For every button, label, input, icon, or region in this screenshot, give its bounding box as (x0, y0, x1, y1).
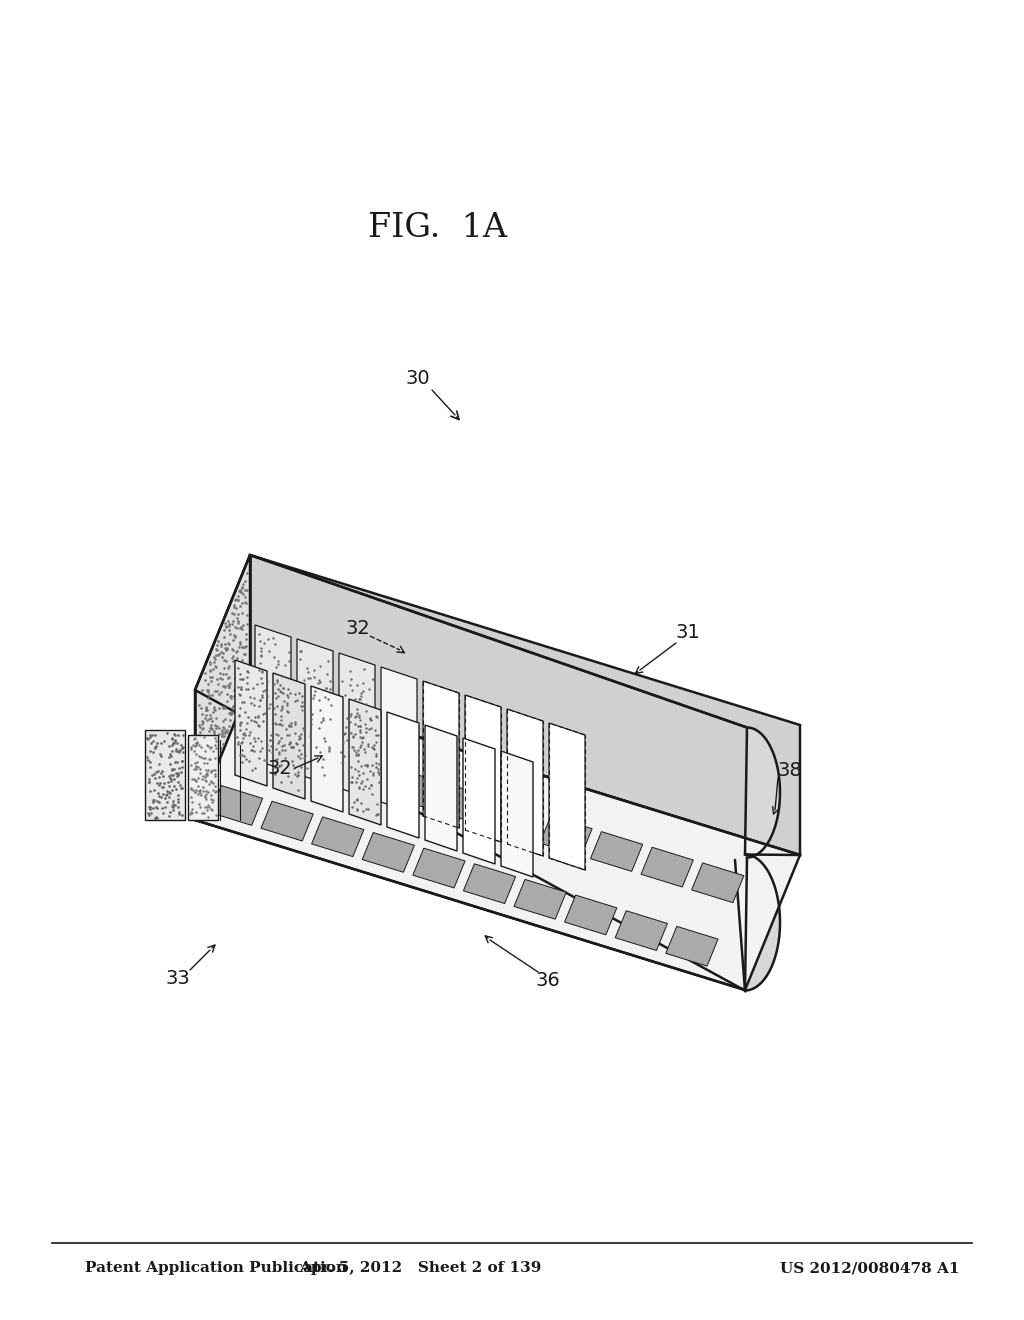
Text: US 2012/0080478 A1: US 2012/0080478 A1 (780, 1261, 959, 1275)
Polygon shape (237, 722, 289, 762)
Polygon shape (666, 927, 718, 966)
Polygon shape (641, 847, 693, 887)
Polygon shape (145, 730, 185, 820)
Polygon shape (261, 801, 313, 841)
Polygon shape (311, 686, 343, 812)
Polygon shape (362, 833, 415, 873)
Polygon shape (489, 800, 542, 840)
Polygon shape (745, 727, 780, 990)
Polygon shape (438, 784, 490, 825)
Polygon shape (250, 554, 800, 855)
Text: 32: 32 (346, 619, 371, 638)
Polygon shape (465, 696, 501, 842)
Text: Apr. 5, 2012   Sheet 2 of 139: Apr. 5, 2012 Sheet 2 of 139 (299, 1261, 542, 1275)
Polygon shape (507, 709, 543, 855)
Polygon shape (195, 554, 250, 820)
Polygon shape (423, 681, 459, 828)
Polygon shape (464, 863, 516, 904)
Polygon shape (691, 863, 743, 903)
Polygon shape (234, 660, 267, 785)
Polygon shape (591, 832, 643, 871)
Polygon shape (287, 738, 339, 777)
Polygon shape (387, 711, 419, 838)
Polygon shape (549, 723, 585, 870)
Text: 38: 38 (777, 760, 803, 780)
Polygon shape (195, 685, 800, 990)
Polygon shape (388, 770, 440, 809)
Text: 32: 32 (267, 759, 293, 777)
Polygon shape (514, 879, 566, 919)
Text: Patent Application Publication: Patent Application Publication (85, 1261, 347, 1275)
Text: FIG.  1A: FIG. 1A (369, 213, 508, 244)
Text: 30: 30 (406, 368, 430, 388)
Text: 31: 31 (676, 623, 700, 642)
Polygon shape (339, 653, 375, 800)
Polygon shape (501, 751, 534, 876)
Polygon shape (615, 911, 668, 950)
Polygon shape (425, 725, 457, 851)
Polygon shape (349, 700, 381, 825)
Polygon shape (463, 738, 495, 865)
Polygon shape (413, 849, 465, 888)
Polygon shape (540, 816, 592, 855)
Polygon shape (311, 817, 364, 857)
Polygon shape (338, 754, 390, 793)
Polygon shape (188, 735, 218, 820)
Polygon shape (381, 667, 417, 814)
Polygon shape (297, 639, 333, 785)
Polygon shape (210, 785, 262, 825)
Text: 33: 33 (166, 969, 190, 987)
Polygon shape (255, 624, 291, 772)
Text: 36: 36 (536, 970, 560, 990)
Polygon shape (273, 673, 305, 799)
Polygon shape (564, 895, 616, 935)
